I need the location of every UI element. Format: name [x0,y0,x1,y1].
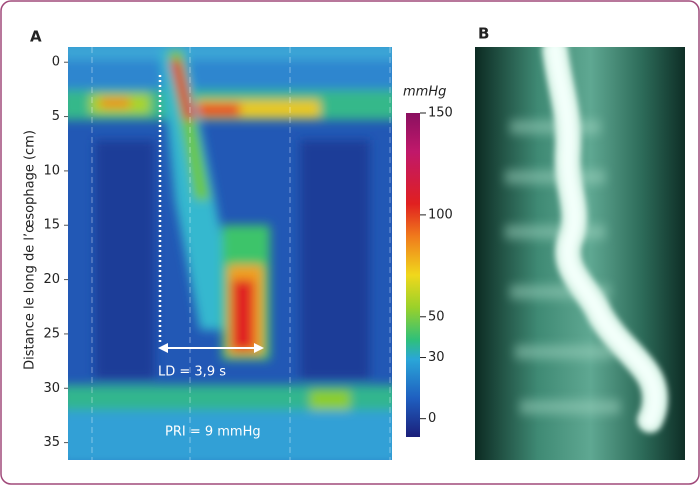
annotation: PRI = 9 mmHg [165,425,261,440]
colorbar-tick-label: 150 [428,106,453,121]
colorbar [406,113,420,437]
annotation: LD = 3,9 s [158,365,226,380]
pressure-topography [68,47,392,460]
y-tick-label: 25 [43,326,60,341]
colorbar-tick-label: 0 [428,411,436,426]
y-tick-label: 5 [52,109,60,124]
y-axis-label: Distance le long de l’œsophage (cm) [23,130,38,370]
y-tick-label: 10 [43,163,60,178]
colorbar-unit: mmHg [403,85,446,100]
panel-label: B [478,25,489,43]
y-tick-label: 0 [52,55,60,70]
colorbar-tick-label: 50 [428,309,445,324]
y-tick-label: 15 [43,218,60,233]
radiograph [475,47,685,460]
y-tick-label: 30 [43,381,60,396]
colorbar-tick-label: 100 [428,207,453,222]
colorbar-tick-label: 30 [428,350,445,365]
y-tick-label: 20 [43,272,60,287]
y-tick-label: 35 [43,435,60,450]
panel-label: A [30,28,42,46]
